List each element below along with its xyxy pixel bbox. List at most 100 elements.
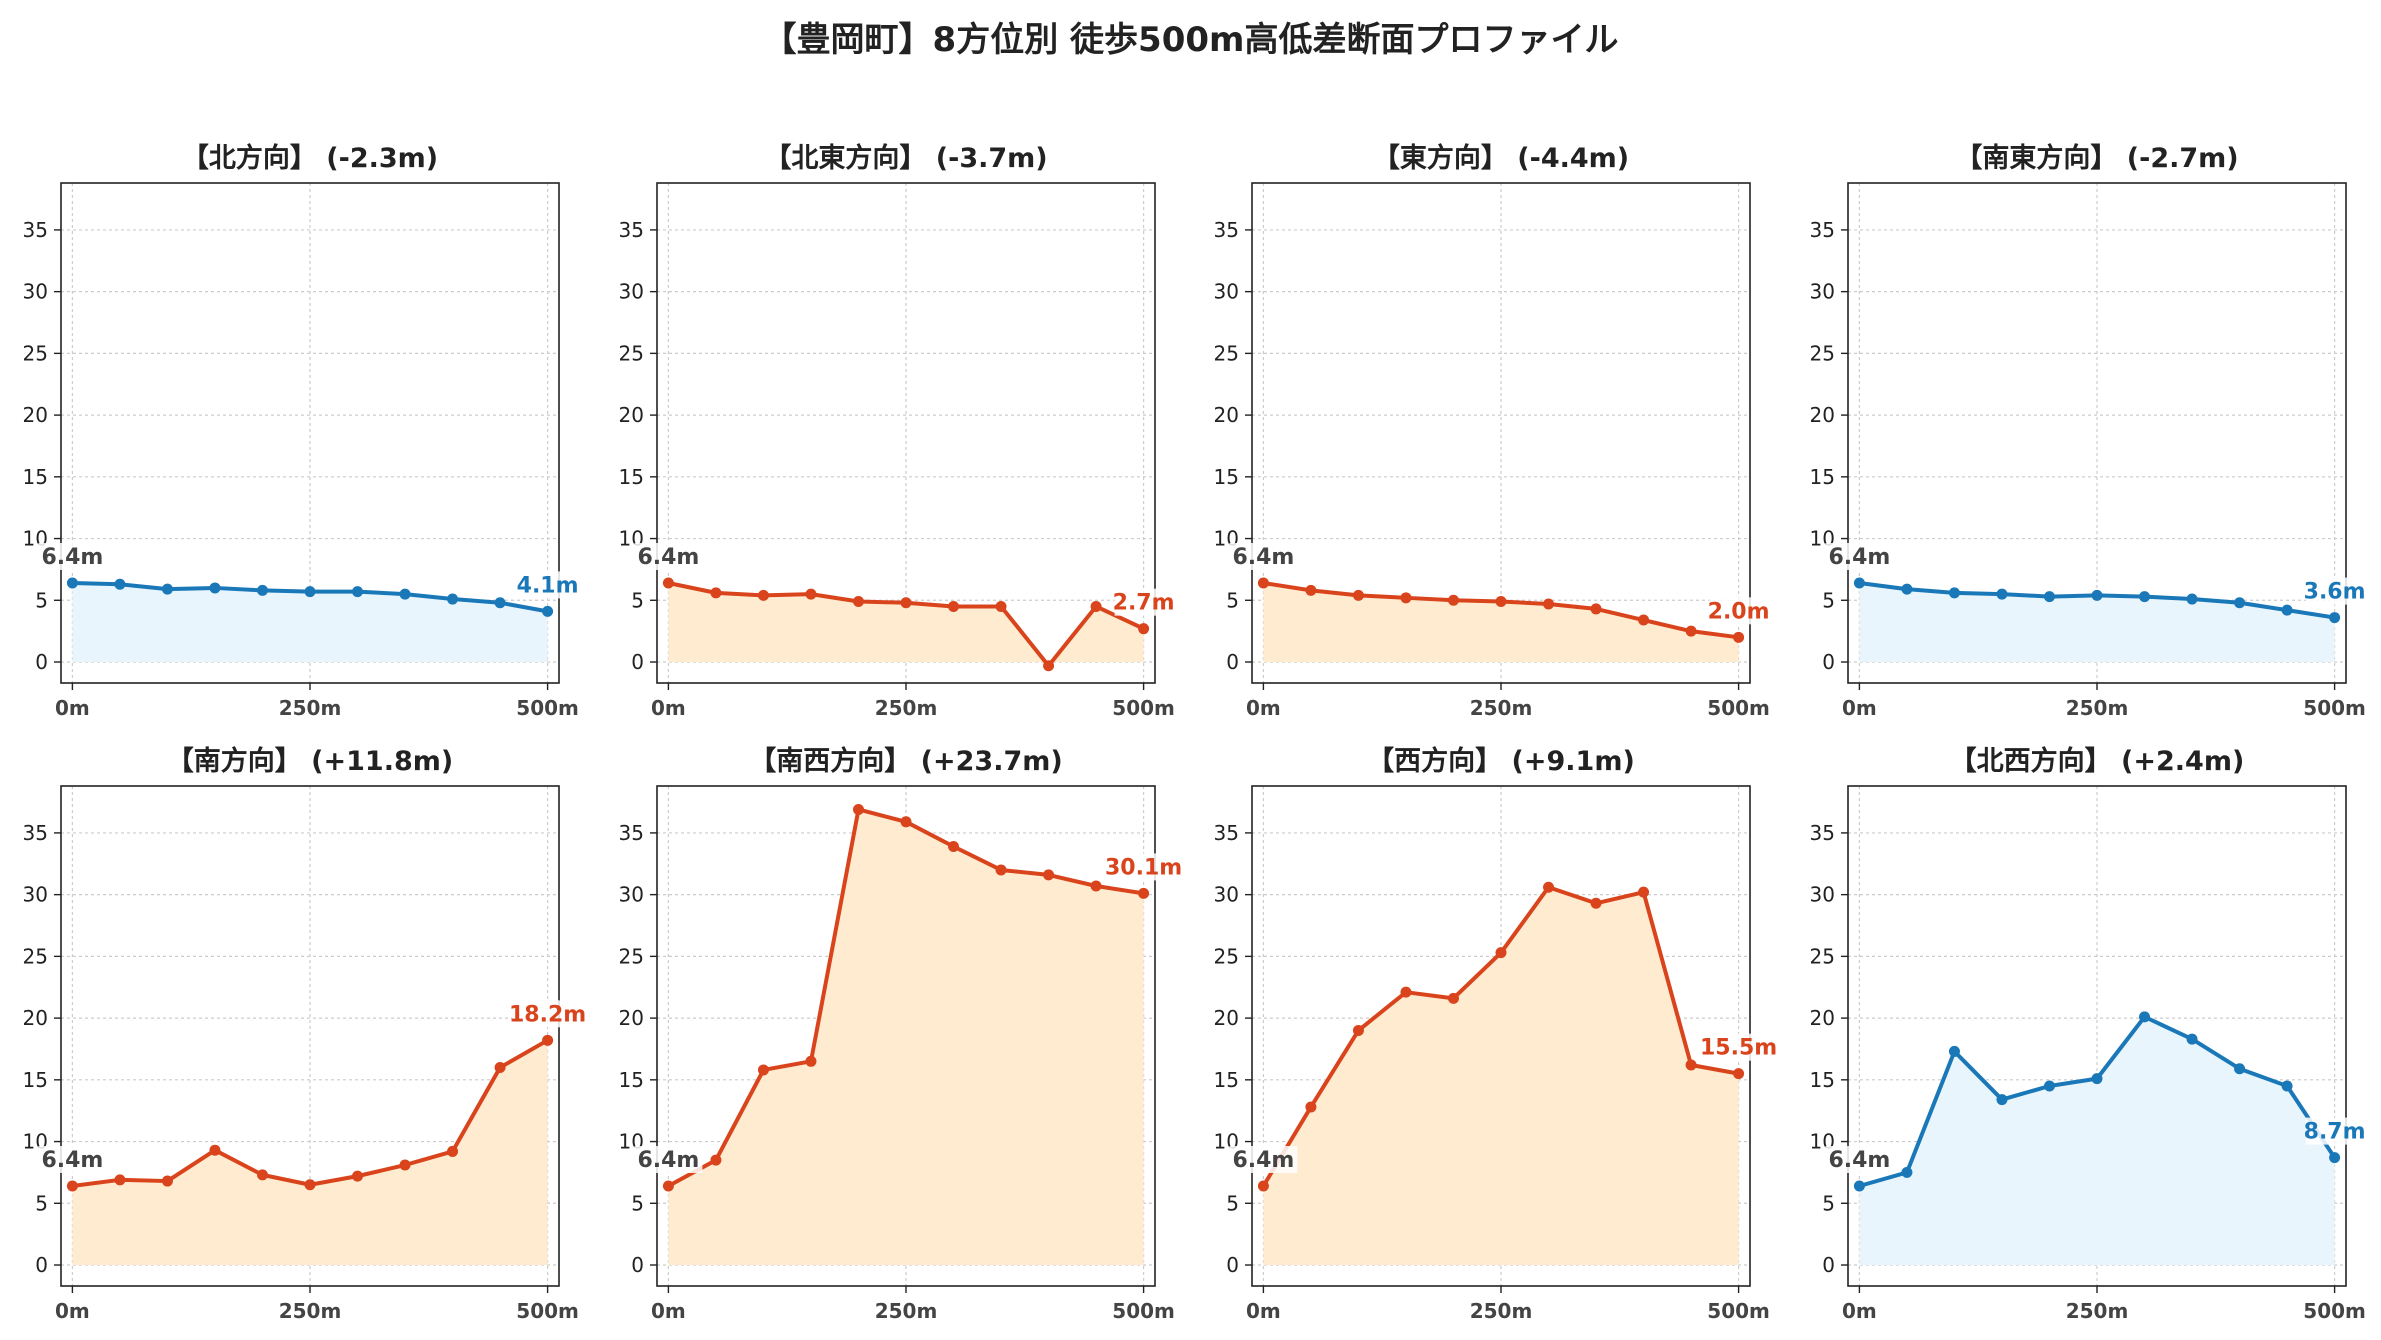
data-point (900, 597, 912, 609)
end-label: 15.5m (1700, 1036, 1777, 1061)
data-point (256, 1169, 268, 1181)
y-tick-label: 5 (35, 1191, 48, 1215)
data-point (2139, 1011, 2151, 1023)
chart-title: 【南西方向】 (+23.7m) (749, 745, 1062, 777)
data-point (852, 803, 864, 815)
data-point (2186, 593, 2198, 605)
data-point (1400, 986, 1412, 998)
x-tick-label: 0m (1842, 1299, 1877, 1323)
start-label: 6.4m (1828, 545, 1890, 570)
data-point (399, 588, 411, 600)
data-point (66, 577, 78, 589)
start-label-background (1825, 543, 1894, 570)
end-label: 8.7m (2304, 1120, 2366, 1145)
data-point (1257, 1180, 1269, 1192)
y-tick-label: 15 (619, 465, 644, 489)
end-label-background (518, 571, 577, 599)
data-point (2329, 612, 2341, 624)
y-tick-label: 20 (1810, 1006, 1835, 1030)
elevation-area (1859, 1016, 2335, 1266)
y-tick-label: 30 (619, 883, 644, 907)
data-point (995, 864, 1007, 876)
start-label-background (1229, 543, 1298, 570)
start-label-background (38, 1146, 107, 1173)
y-tick-label: 0 (35, 1253, 48, 1277)
x-tick-label: 250m (1470, 1299, 1533, 1323)
start-label: 6.4m (41, 545, 103, 570)
start-label-background (634, 1146, 703, 1173)
chart-title: 【北方向】 (-2.3m) (182, 142, 438, 174)
data-point (542, 1034, 554, 1046)
data-point (1901, 1166, 1913, 1178)
x-tick-label: 250m (875, 1299, 938, 1323)
chart-title: 【南方向】 (+11.8m) (167, 745, 453, 777)
x-tick-label: 0m (651, 1299, 686, 1323)
data-point (995, 600, 1007, 612)
data-point (710, 1154, 722, 1166)
y-tick-label: 15 (1810, 1068, 1835, 1092)
end-label-background (1709, 597, 1768, 625)
y-tick-label: 15 (1810, 465, 1835, 489)
data-point (447, 593, 459, 605)
end-label: 2.7m (1113, 591, 1175, 616)
end-label: 3.6m (2304, 580, 2366, 605)
x-tick-label: 250m (1470, 696, 1533, 720)
data-point (1638, 886, 1650, 898)
data-point (161, 1175, 173, 1187)
start-label-background (1229, 1146, 1298, 1173)
data-point (1090, 880, 1102, 892)
data-point (1733, 631, 1745, 643)
data-point (114, 1174, 126, 1186)
start-label: 6.4m (41, 1148, 103, 1173)
data-point (2234, 1063, 2246, 1075)
x-tick-label: 0m (55, 1299, 90, 1323)
data-point (1853, 577, 1865, 589)
data-point (1590, 897, 1602, 909)
y-tick-label: 20 (619, 1006, 644, 1030)
end-label: 4.1m (517, 573, 579, 598)
x-tick-label: 500m (516, 1299, 579, 1323)
y-tick-label: 30 (23, 280, 48, 304)
start-label: 6.4m (1232, 1148, 1294, 1173)
x-tick-label: 0m (1246, 696, 1281, 720)
y-tick-label: 5 (1822, 1191, 1835, 1215)
data-point (494, 1061, 506, 1073)
data-point (1638, 614, 1650, 626)
chart-title: 【南東方向】 (-2.7m) (1955, 142, 2238, 174)
data-point (662, 1180, 674, 1192)
end-label: 30.1m (1105, 855, 1182, 880)
y-tick-label: 5 (631, 588, 644, 612)
chart-title: 【西方向】 (+9.1m) (1367, 745, 1635, 777)
x-tick-label: 250m (2066, 696, 2129, 720)
data-point (209, 1144, 221, 1156)
data-point (1352, 1024, 1364, 1036)
y-tick-label: 25 (1810, 341, 1835, 365)
data-point (2234, 597, 2246, 609)
y-tick-label: 0 (1822, 650, 1835, 674)
y-tick-label: 15 (1214, 465, 1239, 489)
data-point (1590, 603, 1602, 615)
chart-title: 【北西方向】 (+2.4m) (1950, 745, 2245, 777)
y-tick-label: 25 (1810, 944, 1835, 968)
data-point (1543, 881, 1555, 893)
data-point (948, 600, 960, 612)
y-tick-label: 25 (23, 341, 48, 365)
end-label-background (1114, 588, 1173, 616)
x-tick-label: 0m (651, 696, 686, 720)
x-tick-label: 500m (1112, 696, 1175, 720)
y-tick-label: 30 (23, 883, 48, 907)
y-tick-label: 25 (1214, 341, 1239, 365)
y-tick-label: 5 (35, 588, 48, 612)
data-point (352, 586, 364, 598)
data-point (757, 1064, 769, 1076)
data-point (494, 597, 506, 609)
y-tick-label: 35 (23, 218, 48, 242)
data-point (662, 577, 674, 589)
y-tick-label: 0 (1226, 1253, 1239, 1277)
y-tick-label: 20 (1810, 403, 1835, 427)
